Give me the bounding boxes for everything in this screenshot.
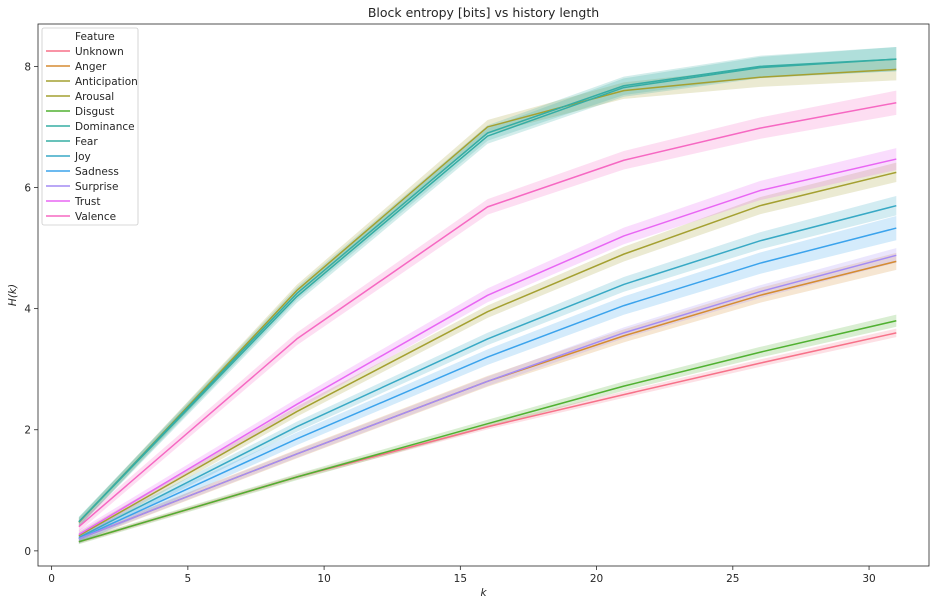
legend-items: Unknown Anger Anticipation Arousal Disgust Do… xyxy=(46,46,138,223)
band-disgust xyxy=(78,314,897,545)
y-tick-label: 2 xyxy=(24,425,31,437)
y-tick-label: 4 xyxy=(24,304,31,316)
series-line-dominance xyxy=(78,58,897,523)
x-tick-label: 0 xyxy=(48,573,55,585)
legend-label-valence: Valence xyxy=(75,211,116,223)
legend-label-unknown: Unknown xyxy=(75,46,124,58)
legend-label-anticipation: Anticipation xyxy=(75,76,138,88)
series-line-joy xyxy=(78,204,897,539)
y-axis-ticks: 0 2 4 6 8 xyxy=(24,61,38,558)
y-tick-label: 8 xyxy=(24,61,31,73)
band-joy xyxy=(78,195,897,542)
series-line-fear xyxy=(78,58,897,523)
band-arousal xyxy=(78,162,897,540)
y-tick-label: 0 xyxy=(24,546,31,558)
series-lines xyxy=(78,58,897,543)
series-line-arousal xyxy=(78,171,897,537)
legend-label-joy: Joy xyxy=(74,151,91,163)
legend-label-fear: Fear xyxy=(75,136,98,148)
legend-title: Feature xyxy=(75,31,115,43)
series-line-disgust xyxy=(78,320,897,543)
legend-label-anger: Anger xyxy=(75,61,107,73)
legend-box xyxy=(41,27,139,226)
series-line-trust xyxy=(78,158,897,536)
series-line-sadness xyxy=(78,227,897,540)
legend-label-surprise: Surprise xyxy=(75,181,118,193)
legend-label-trust: Trust xyxy=(74,196,100,208)
band-trust xyxy=(78,148,897,539)
x-tick-label: 10 xyxy=(317,573,330,585)
legend: Feature Unknown Anger Anticipation Arousal D… xyxy=(41,27,139,226)
x-tick-label: 30 xyxy=(862,573,875,585)
legend-label-disgust: Disgust xyxy=(75,106,114,118)
x-tick-label: 5 xyxy=(185,573,192,585)
x-tick-label: 15 xyxy=(454,573,467,585)
legend-label-dominance: Dominance xyxy=(75,121,135,133)
series-line-surprise xyxy=(78,254,897,540)
plot-frame xyxy=(37,23,930,567)
series-line-valence xyxy=(78,101,897,528)
band-unknown xyxy=(78,328,897,544)
legend-label-arousal: Arousal xyxy=(75,91,114,103)
x-tick-label: 20 xyxy=(590,573,603,585)
y-tick-label: 6 xyxy=(24,183,31,195)
x-axis-title: k xyxy=(480,587,487,599)
x-tick-label: 25 xyxy=(726,573,739,585)
chart-title: Block entropy [bits] vs history length xyxy=(368,5,599,20)
x-axis-ticks: 0 5 10 15 20 25 30 xyxy=(48,566,876,585)
band-fear xyxy=(78,47,897,527)
y-axis-title: H(k) xyxy=(7,284,19,306)
legend-label-sadness: Sadness xyxy=(75,166,119,178)
